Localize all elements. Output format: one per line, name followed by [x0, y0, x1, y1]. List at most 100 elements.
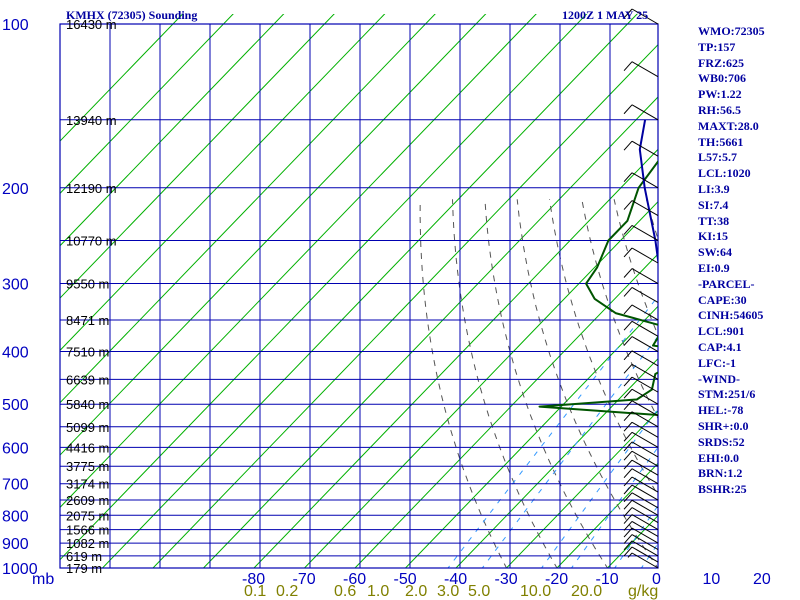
- height-label: 1566 m: [66, 523, 109, 538]
- index-entry: KI:15: [698, 229, 728, 244]
- wind-barb: [623, 499, 659, 516]
- height-label: 9550 m: [66, 277, 109, 292]
- wind-barb-staff: [631, 534, 659, 551]
- wind-barb: [623, 540, 659, 557]
- wind-barb: [623, 336, 659, 352]
- wind-barb-staff: [631, 546, 659, 563]
- sounding-time: 1200Z 1 MAY 25: [562, 8, 649, 22]
- index-entry: PW:1.22: [698, 87, 742, 102]
- wind-barb-staff: [631, 468, 659, 485]
- wind-barb: [623, 350, 659, 367]
- wind-barb: [623, 411, 659, 428]
- wind-barb-staff: [631, 172, 659, 189]
- pressure-tick-label: 700: [2, 477, 29, 494]
- index-entry: TT:38: [698, 213, 730, 228]
- isotherm-line: [759, 0, 800, 568]
- index-entry: BRN:1.2: [698, 466, 743, 481]
- wind-barb: [623, 441, 659, 458]
- wind-barb: [623, 376, 659, 393]
- temperature-tick-label: -70: [293, 571, 316, 588]
- mixing-ratio-label: 10.0: [520, 583, 551, 600]
- wind-barb-flag: [623, 364, 633, 374]
- height-label: 619 m: [66, 549, 102, 564]
- isotherm-line: [506, 410, 658, 568]
- height-label: 1082 m: [66, 536, 109, 551]
- temperature-tick-label: -10: [596, 571, 619, 588]
- wind-barb-staff: [631, 247, 659, 264]
- wind-barb-staff: [631, 521, 659, 537]
- wind-barb: [623, 268, 659, 284]
- index-entry: SI:7.4: [698, 197, 729, 212]
- wind-barb: [623, 388, 659, 405]
- wind-barb-flag: [623, 388, 633, 399]
- index-entry: LFC:-1: [698, 355, 736, 370]
- wind-barb: [623, 476, 659, 493]
- height-label: 3775 m: [66, 459, 109, 474]
- wind-barb: [623, 527, 659, 544]
- index-entry: TH:5661: [698, 134, 744, 149]
- temperature-tick-label: -40: [444, 571, 467, 588]
- temperature-tick-label: 0: [652, 571, 661, 588]
- mixing-ratio-label: 3.0: [437, 583, 459, 600]
- wind-barb-flag: [623, 459, 633, 470]
- wind-barb: [623, 8, 659, 25]
- height-label: 2609 m: [66, 493, 109, 508]
- height-label: 10770 m: [66, 233, 117, 248]
- height-label: 12190 m: [66, 181, 117, 196]
- wind-barb-staff: [631, 476, 659, 493]
- dry-adiabat: [419, 199, 508, 568]
- wind-barb-flag: [623, 527, 633, 538]
- wind-barb-flag: [623, 172, 633, 183]
- height-label: 13940 m: [66, 113, 117, 128]
- wind-barb: [623, 468, 659, 485]
- wind-barb-flag: [623, 400, 633, 411]
- height-label: 5099 m: [66, 420, 109, 435]
- wind-barb-flag: [623, 140, 633, 151]
- height-label: 16430 m: [66, 17, 117, 32]
- mixing-ratio-label: 0.6: [334, 583, 356, 600]
- wind-barb-staff: [631, 431, 659, 448]
- wind-barb-staff: [631, 363, 659, 380]
- isotherm-line: [455, 357, 658, 568]
- wind-barb: [623, 492, 659, 509]
- wind-barb-flag: [623, 411, 633, 422]
- index-entry: BSHR:25: [698, 482, 747, 497]
- wind-barb-flag: [623, 499, 633, 510]
- index-entry: SHR+:0.0: [698, 418, 749, 433]
- index-entry: MAXT:28.0: [698, 118, 759, 133]
- pressure-tick-label: 1000: [2, 561, 38, 578]
- wind-barb: [623, 225, 659, 241]
- wind-barb-flag: [623, 431, 633, 442]
- wind-barb-flag: [623, 336, 633, 346]
- mixing-ratio-label: 0.1: [244, 583, 266, 600]
- dry-adiabat: [452, 199, 558, 568]
- height-label: 6639 m: [66, 372, 109, 387]
- wind-barb-staff: [631, 441, 659, 458]
- mixing-ratio-line: [776, 284, 800, 580]
- wind-barb-staff: [631, 104, 659, 121]
- wind-barb-staff: [631, 320, 659, 337]
- temperature-tick-label: -50: [394, 571, 417, 588]
- pressure-tick-label: 300: [2, 277, 29, 294]
- isotherm-line: [60, 14, 184, 142]
- dry-adiabat: [776, 199, 800, 579]
- wind-barb-staff: [631, 507, 659, 523]
- wind-barb: [623, 514, 659, 531]
- wind-barb-flag: [623, 8, 633, 19]
- wind-barb-flag: [623, 350, 633, 361]
- pressure-tick-label: 500: [2, 397, 29, 414]
- wind-barb-staff: [631, 304, 659, 321]
- wind-barb-flag: [623, 484, 633, 495]
- wind-barb: [623, 363, 659, 380]
- wind-barb-flag: [623, 268, 633, 278]
- wind-barb-flag: [623, 514, 633, 524]
- wind-barb-staff: [631, 514, 659, 531]
- index-entry: LI:3.9: [698, 181, 730, 196]
- wind-barb-staff: [631, 350, 659, 367]
- height-label: 8471 m: [66, 313, 109, 328]
- height-label: 179 m: [66, 561, 102, 576]
- wind-barb-flag: [623, 320, 633, 331]
- wind-barb: [627, 552, 659, 569]
- wind-barb-staff: [631, 225, 659, 241]
- dry-adiabat: [484, 199, 609, 568]
